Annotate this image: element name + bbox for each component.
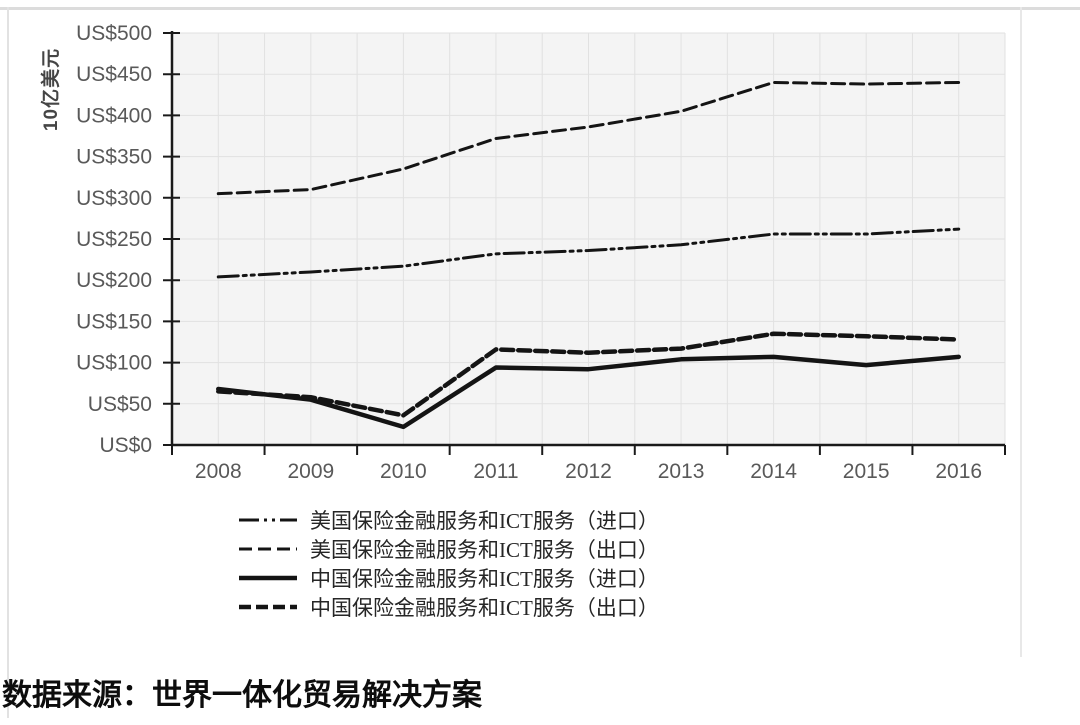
legend-item-1: 美国保险金融服务和ICT服务（出口） <box>238 534 659 563</box>
y-axis-label: US$350 <box>76 146 152 169</box>
y-axis-title: 10亿美元 <box>18 24 82 154</box>
legend-line-sample-dashed <box>239 547 297 550</box>
frame-border-left <box>7 7 9 718</box>
legend-label: 中国保险金融服务和ICT服务（进口） <box>310 566 659 591</box>
y-axis-label: US$200 <box>76 269 152 292</box>
y-axis-label: US$50 <box>88 393 152 416</box>
series-line-0 <box>216 227 961 279</box>
legend-item-3: 中国保险金融服务和ICT服务（出口） <box>238 592 659 621</box>
x-axis-label: 2014 <box>750 460 797 483</box>
x-axis-label: 2010 <box>380 460 427 483</box>
series-line-3 <box>216 331 961 418</box>
x-axis-label: 2009 <box>287 460 334 483</box>
series-line-1 <box>216 80 961 196</box>
x-axis-label: 2015 <box>843 460 890 483</box>
y-axis-label: US$0 <box>99 434 152 457</box>
x-axis-label: 2011 <box>473 460 518 483</box>
x-axis-label: 2016 <box>935 460 982 483</box>
legend-line-sample-dash-dot-dot <box>239 518 297 521</box>
y-axis-label: US$100 <box>76 352 152 375</box>
y-axis-label: US$150 <box>76 310 152 333</box>
legend-label: 美国保险金融服务和ICT服务（出口） <box>310 537 659 562</box>
legend-label: 中国保险金融服务和ICT服务（出口） <box>310 595 659 620</box>
y-axis-label: US$250 <box>76 228 152 251</box>
frame-border-top <box>0 7 1080 10</box>
frame-border-right <box>1020 7 1022 657</box>
y-axis-label: US$500 <box>76 22 152 45</box>
legend-label: 美国保险金融服务和ICT服务（进口） <box>310 508 659 533</box>
y-axis-label: US$300 <box>76 187 152 210</box>
legend-line-sample-dashed-thick <box>239 604 297 609</box>
x-axis-label: 2008 <box>195 460 242 483</box>
y-axis-label: US$400 <box>76 104 152 127</box>
y-axis-label: US$450 <box>76 63 152 86</box>
x-axis-label: 2012 <box>565 460 612 483</box>
y-axis-title-text: 10亿美元 <box>41 47 63 131</box>
x-axis-label: 2013 <box>658 460 705 483</box>
legend-item-2: 中国保险金融服务和ICT服务（进口） <box>238 563 659 592</box>
source-note: 数据来源：世界一体化贸易解决方案 <box>2 679 482 712</box>
series-line-2 <box>216 354 961 430</box>
legend-item-0: 美国保险金融服务和ICT服务（进口） <box>238 505 659 534</box>
chart-legend: 美国保险金融服务和ICT服务（进口） 美国保险金融服务和ICT服务（出口） 中国保险… <box>238 505 659 621</box>
legend-line-sample-solid <box>239 575 297 580</box>
line-chart: US$0 US$50 US$100 US$150 US$200 US$250 US$300 U… <box>76 22 1006 483</box>
